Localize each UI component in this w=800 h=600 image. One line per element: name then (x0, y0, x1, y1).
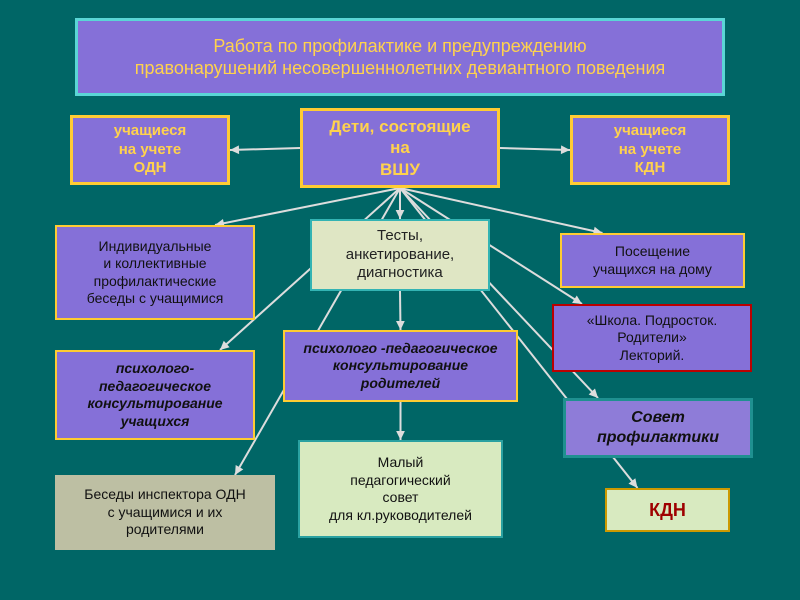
box-inspector: Беседы инспектора ОДНс учащимися и ихрод… (55, 475, 275, 550)
box-odn: учащиесяна учетеОДН (70, 115, 230, 185)
box-consult_parents: психолого -педагогическоеконсультировани… (283, 330, 518, 402)
diagram-canvas: Работа по профилактике и предупреждениюп… (0, 0, 800, 600)
box-consult_students: психолого-педагогическоеконсультирование… (55, 350, 255, 440)
box-prevention_council: Советпрофилактики (563, 398, 753, 458)
box-children: Дети, состоящиенаВШУ (300, 108, 500, 188)
box-kdn_bottom: КДН (605, 488, 730, 532)
box-title: Работа по профилактике и предупреждениюп… (75, 18, 725, 96)
box-kdn_top: учащиесяна учетеКДН (570, 115, 730, 185)
box-home_visit: Посещениеучащихся на дому (560, 233, 745, 288)
box-small_council: Малыйпедагогическийсоветдля кл.руководит… (298, 440, 503, 538)
box-talks: Индивидуальныеи коллективныепрофилактиче… (55, 225, 255, 320)
box-school_teen: «Школа. Подросток.Родители»Лекторий. (552, 304, 752, 372)
box-tests: Тесты,анкетирование,диагностика (310, 219, 490, 291)
